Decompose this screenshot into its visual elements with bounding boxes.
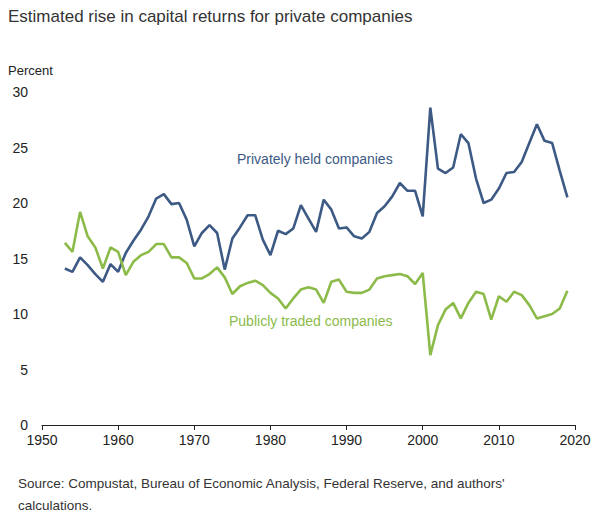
- svg-text:calculations.: calculations.: [18, 498, 92, 513]
- svg-text:1960: 1960: [103, 432, 134, 448]
- svg-text:2020: 2020: [559, 432, 590, 448]
- svg-text:2010: 2010: [483, 432, 514, 448]
- svg-text:Publicly traded companies: Publicly traded companies: [229, 313, 392, 329]
- svg-text:5: 5: [20, 362, 28, 378]
- svg-text:10: 10: [12, 306, 28, 322]
- svg-text:30: 30: [12, 84, 28, 100]
- svg-text:1950: 1950: [26, 432, 57, 448]
- svg-text:1980: 1980: [255, 432, 286, 448]
- svg-text:Privately held companies: Privately held companies: [237, 151, 393, 167]
- svg-text:Percent: Percent: [8, 63, 53, 78]
- svg-text:20: 20: [12, 195, 28, 211]
- svg-text:Source: Compustat, Bureau of E: Source: Compustat, Bureau of Economic An…: [18, 476, 508, 491]
- svg-text:1970: 1970: [179, 432, 210, 448]
- svg-text:0: 0: [20, 417, 28, 433]
- svg-text:15: 15: [12, 251, 28, 267]
- svg-text:25: 25: [12, 140, 28, 156]
- svg-text:Estimated rise in capital retu: Estimated rise in capital returns for pr…: [8, 7, 412, 26]
- svg-text:1990: 1990: [331, 432, 362, 448]
- svg-text:2000: 2000: [407, 432, 438, 448]
